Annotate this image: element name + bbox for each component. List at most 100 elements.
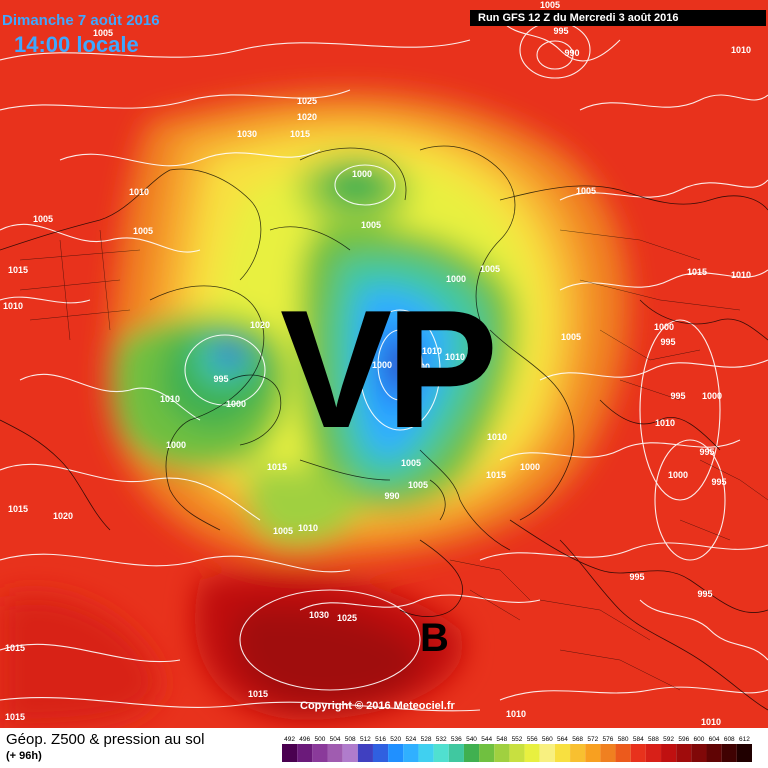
scale-tick-label: 496 [299,736,310,743]
scale-tick-label: 536 [451,736,462,743]
legend-subtitle: (+ 96h) [6,750,42,762]
scale-swatch [463,744,480,762]
pressure-label: 1000 [410,362,430,372]
scale-swatch [372,744,389,762]
scale-tick-label: 492 [284,736,295,743]
scale-swatch [297,744,313,762]
pressure-label: 1005 [33,214,53,224]
scale-tick-label: 532 [436,736,447,743]
pressure-label: 995 [213,374,228,384]
scale-swatch [282,744,298,762]
country-borders [19,229,768,691]
forecast-date: Dimanche 7 août 2016 [2,12,160,29]
pressure-label: 1000 [702,391,722,401]
pressure-label: 1005 [540,0,560,10]
scale-swatch [388,744,404,762]
isobars [0,19,768,712]
pressure-label: 1030 [309,610,329,620]
scale-tick-label: 556 [527,736,538,743]
scale-tick-label: 516 [375,736,386,743]
scale-tick-label: 528 [421,736,432,743]
pressure-label: 990 [384,491,399,501]
scale-swatch [448,744,464,762]
scale-tick-label: 540 [466,736,477,743]
scale-tick-label: 548 [496,736,507,743]
pressure-label: 1010 [160,394,180,404]
pressure-label: 1015 [486,470,506,480]
pressure-labels: 1005 995 990 1005 1010 1025 1020 1030 1015 1000 10… [3,0,751,727]
pressure-label: 1005 [561,332,581,342]
forecast-time: 14:00 locale [14,32,139,57]
scale-swatch [312,744,328,762]
pressure-label: 1005 [480,264,500,274]
scale-tick-label: 544 [481,736,492,743]
scale-tick-label: 608 [724,736,735,743]
scale-swatch [721,744,737,762]
scale-tick-label: 588 [648,736,659,743]
scale-swatch [433,744,449,762]
scale-tick-label: 512 [360,736,371,743]
scale-swatch [676,744,692,762]
scale-swatch [509,744,525,762]
scale-swatch [539,744,555,762]
scale-swatch [706,744,722,762]
pressure-label: 995 [699,447,714,457]
pressure-label: 1005 [361,220,381,230]
pressure-label: 1005 [576,186,596,196]
pressure-label: 990 [564,48,579,58]
pressure-label: 1030 [237,129,257,139]
pressure-label: 1015 [5,643,25,653]
pressure-label: 1000 [372,360,392,370]
scale-swatch [630,744,646,762]
pressure-label: 995 [711,477,726,487]
low-pressure-annotation: B [420,616,449,660]
pressure-label: 1000 [166,440,186,450]
polar-vortex-annotation: VP [280,275,498,463]
pressure-label: 1000 [520,462,540,472]
scale-swatch [691,744,707,762]
pressure-label: 1010 [129,187,149,197]
pressure-label: 1000 [446,274,466,284]
scale-swatch [585,744,601,762]
pressure-label: 1000 [352,169,372,179]
scale-swatch [554,744,571,762]
pressure-label: 1015 [5,712,25,722]
pressure-label: 1000 [654,322,674,332]
pressure-label: 1010 [731,45,751,55]
pressure-label: 1015 [8,265,28,275]
pressure-label: 1010 [422,346,442,356]
scale-swatch [494,744,510,762]
scale-tick-label: 604 [709,736,720,743]
scale-tick-label: 596 [678,736,689,743]
scale-tick-label: 576 [603,736,614,743]
scale-tick-label: 552 [512,736,523,743]
scale-tick-label: 572 [587,736,598,743]
scale-tick-label: 600 [694,736,705,743]
legend-title: Géop. Z500 & pression au sol [6,731,205,748]
copyright-notice: Copyright © 2016 Meteociel.fr [300,700,455,712]
pressure-label: 1005 [401,458,421,468]
pressure-label: 1005 [273,526,293,536]
scale-swatch [327,744,343,762]
pressure-label: 995 [697,589,712,599]
pressure-label: 1000 [668,470,688,480]
scale-swatch [615,744,631,762]
pressure-label: 1010 [701,717,721,727]
pressure-label: 1025 [297,96,317,106]
scale-swatch [524,744,540,762]
geopotential-map: 1005 995 990 1005 1010 1025 1020 1030 1015 1000 10… [0,0,768,728]
pressure-label: 1025 [337,613,357,623]
pressure-label: 1010 [731,270,751,280]
pressure-label: 1010 [445,352,465,362]
pressure-label: 1005 [93,28,113,38]
scale-swatch [661,744,677,762]
scale-tick-label: 508 [345,736,356,743]
scale-swatch [403,744,419,762]
pressure-label: 995 [660,337,675,347]
scale-tick-label: 500 [314,736,325,743]
scale-swatch [479,744,495,762]
scale-swatch [645,744,662,762]
pressure-label: 1015 [8,504,28,514]
scale-tick-label: 584 [633,736,644,743]
pressure-label: 1015 [248,689,268,699]
